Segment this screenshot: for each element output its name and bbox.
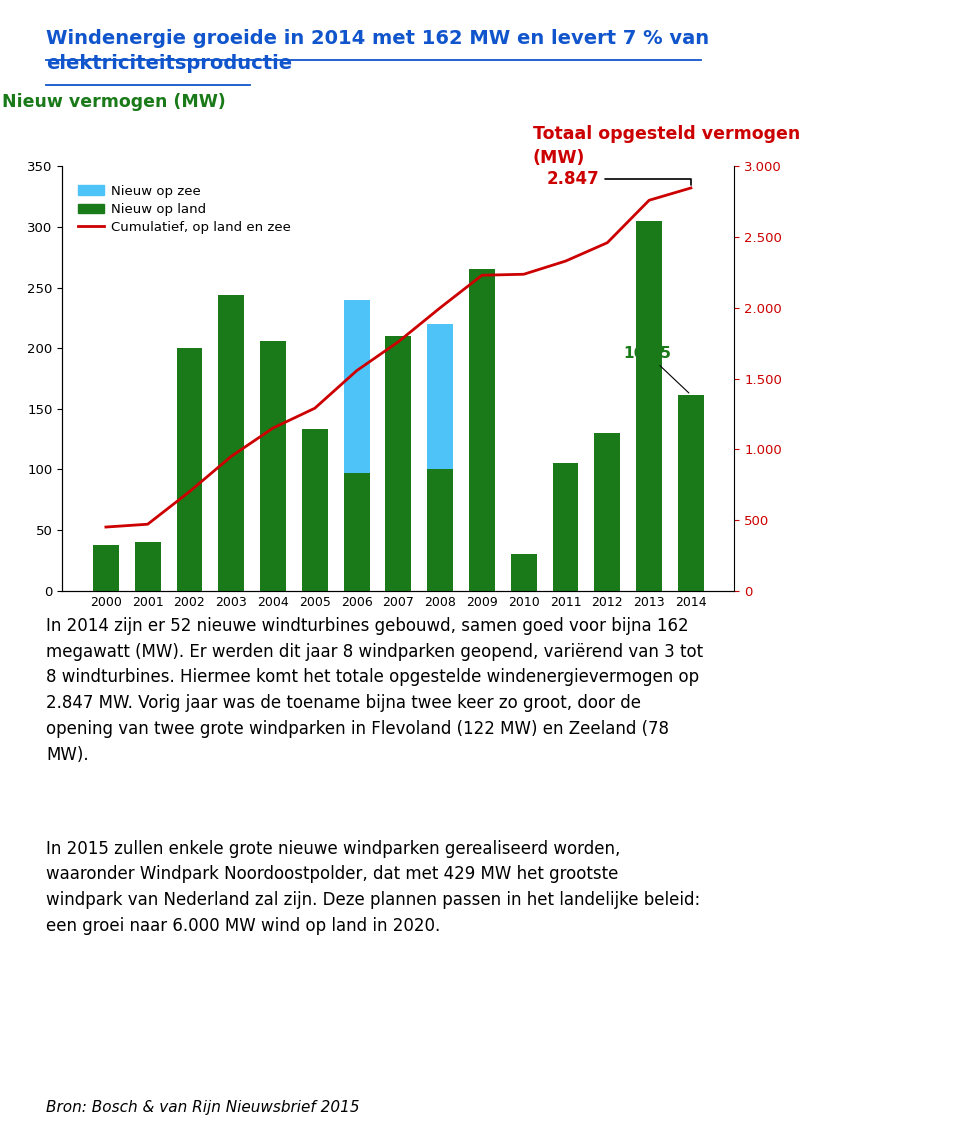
Bar xyxy=(636,221,662,591)
Bar xyxy=(427,323,453,469)
Bar xyxy=(218,295,244,591)
Text: (MW): (MW) xyxy=(533,149,586,167)
Text: Bron: Bosch & van Rijn Nieuwsbrief 2015: Bron: Bosch & van Rijn Nieuwsbrief 2015 xyxy=(46,1100,360,1115)
Bar xyxy=(344,473,370,591)
Text: Windenergie groeide in 2014 met 162 MW en levert 7 % van: Windenergie groeide in 2014 met 162 MW e… xyxy=(46,29,709,48)
Bar xyxy=(93,545,119,591)
Text: 2.847: 2.847 xyxy=(546,171,691,188)
Bar xyxy=(427,469,453,591)
Text: In 2015 zullen enkele grote nieuwe windparken gerealiseerd worden,
waaronder Win: In 2015 zullen enkele grote nieuwe windp… xyxy=(46,840,701,935)
Bar xyxy=(177,349,203,591)
Text: Nieuw vermogen (MW): Nieuw vermogen (MW) xyxy=(2,93,226,111)
Text: 161,5: 161,5 xyxy=(623,346,689,393)
Text: elektriciteitsproductie: elektriciteitsproductie xyxy=(46,54,292,73)
Bar xyxy=(511,554,537,591)
Text: In 2014 zijn er 52 nieuwe windturbines gebouwd, samen goed voor bijna 162
megawa: In 2014 zijn er 52 nieuwe windturbines g… xyxy=(46,617,704,764)
Bar xyxy=(344,299,370,473)
Bar xyxy=(134,543,160,591)
Bar xyxy=(260,341,286,591)
Bar xyxy=(469,270,495,591)
Text: Totaal opgesteld vermogen: Totaal opgesteld vermogen xyxy=(533,125,800,143)
Legend: Nieuw op zee, Nieuw op land, Cumulatief, op land en zee: Nieuw op zee, Nieuw op land, Cumulatief,… xyxy=(72,179,296,240)
Bar xyxy=(386,336,411,591)
Bar xyxy=(594,434,620,591)
Bar xyxy=(678,395,704,591)
Bar xyxy=(301,429,327,591)
Bar xyxy=(553,463,579,591)
